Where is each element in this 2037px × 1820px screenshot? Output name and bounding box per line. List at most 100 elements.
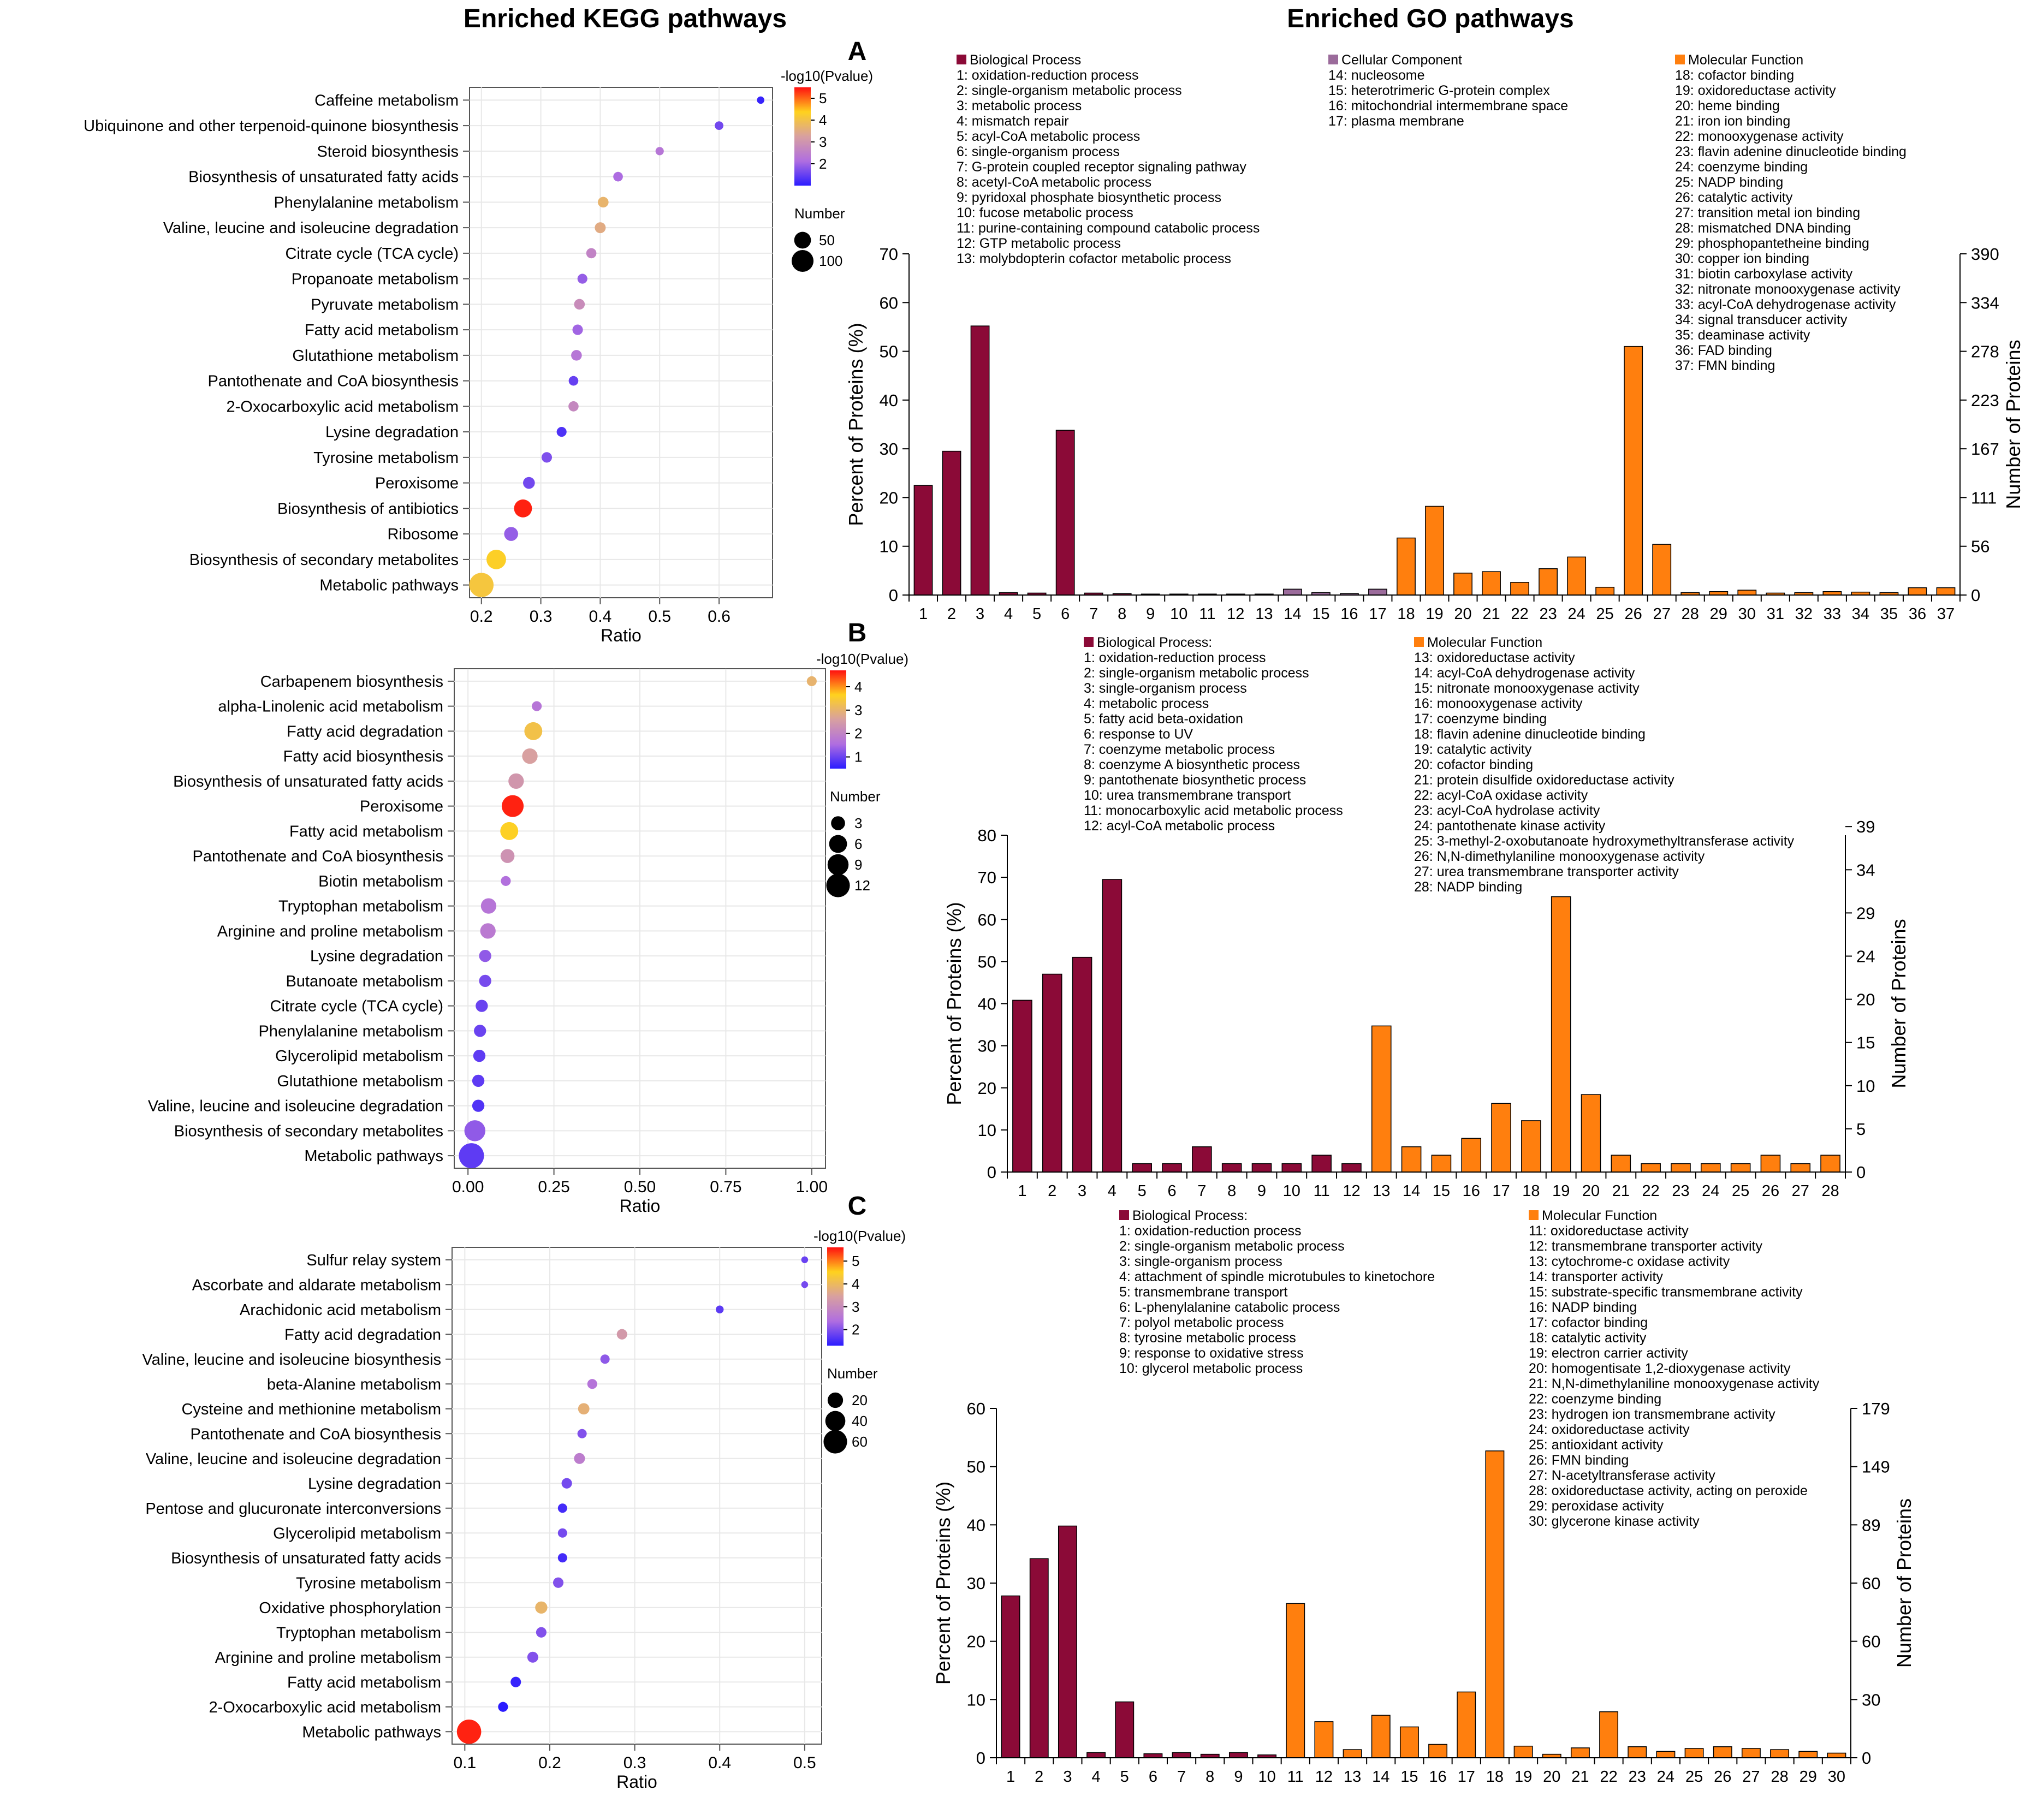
legend-item: 11: oxidoreductase activity — [1529, 1223, 1689, 1239]
pathway-label: Steroid biosynthesis — [317, 143, 459, 160]
y-tick-label: 10 — [978, 1121, 996, 1140]
x-tick-label: 29 — [1800, 1768, 1817, 1786]
go-bar — [1341, 1163, 1362, 1173]
go-bar — [1281, 1163, 1302, 1173]
pathway-label: Metabolic pathways — [302, 1723, 441, 1741]
y-tick-label: 30 — [967, 1574, 985, 1593]
pathway-label: Peroxisome — [375, 475, 459, 492]
legend-item: 6: single-organism process — [957, 144, 1120, 159]
x-tick-label: 13 — [1344, 1768, 1361, 1786]
pathway-label: Biosynthesis of secondary metabolites — [174, 1122, 443, 1140]
legend-item: 23: acyl-CoA hydrolase activity — [1414, 803, 1600, 818]
go-bar — [1401, 1146, 1422, 1173]
go-bar — [1570, 1747, 1590, 1758]
legend-item: 28: oxidoreductase activity, acting on p… — [1529, 1483, 1808, 1498]
pathway-label: Valine, leucine and isoleucine biosynthe… — [142, 1351, 441, 1369]
legend-item: 2: single-organism metabolic process — [1119, 1239, 1345, 1254]
right-y-tick-label: 223 — [1971, 391, 1999, 410]
y-tick-label: 20 — [880, 488, 898, 507]
x-tick-label: 11 — [1199, 605, 1215, 623]
bubble-point — [600, 1354, 610, 1364]
legend-item: 28: mismatched DNA binding — [1675, 221, 1851, 236]
x-tick-label: 0.3 — [623, 1754, 646, 1772]
go-bar — [1397, 537, 1416, 596]
x-tick-label: 31 — [1767, 605, 1784, 623]
legend-item: 26: N,N-dimethylaniline monooxygenase ac… — [1414, 849, 1705, 864]
legend-item: 14: transporter activity — [1529, 1269, 1663, 1284]
pathway-label: Metabolic pathways — [304, 1147, 443, 1165]
x-tick-label: 22 — [1511, 605, 1528, 623]
size-legend-label: 20 — [852, 1392, 868, 1408]
go-bar — [1827, 1752, 1846, 1758]
pathway-label: Phenylalanine metabolism — [258, 1022, 443, 1040]
legend-item: 19: catalytic activity — [1414, 742, 1532, 757]
right-y-tick-label: 111 — [1971, 488, 1997, 507]
right-y-tick-label: 149 — [1862, 1458, 1890, 1477]
x-tick-label: 25 — [1685, 1768, 1703, 1786]
x-tick-label: 33 — [1824, 605, 1841, 623]
go-bar — [1102, 879, 1123, 1173]
x-tick-label: 0.2 — [538, 1754, 561, 1772]
pathway-label: Pantothenate and CoA biosynthesis — [191, 1425, 442, 1443]
right-y-tick-label: 167 — [1971, 439, 1999, 459]
go-bar — [1513, 1745, 1533, 1758]
y-axis-label-left: Percent of Proteins (%) — [943, 902, 965, 1105]
go-bar — [1730, 1163, 1751, 1173]
x-tick-label: 17 — [1369, 605, 1386, 623]
pathway-label: Oxidative phosphorylation — [259, 1599, 441, 1617]
right-y-tick-label: 15 — [1856, 1033, 1875, 1052]
x-tick-label: 2 — [1035, 1768, 1043, 1786]
x-tick-label: 2 — [1048, 1182, 1056, 1200]
x-tick-label: 1 — [1018, 1182, 1026, 1200]
legend-title: Biological Process — [970, 52, 1081, 68]
right-y-tick-label: 390 — [1971, 245, 1999, 264]
right-y-tick-label: 89 — [1862, 1515, 1880, 1534]
legend-item: 25: NADP binding — [1675, 175, 1783, 190]
size-legend-label: 100 — [819, 253, 842, 269]
pathway-label: Sulfur relay system — [306, 1252, 441, 1269]
x-tick-label: 0.4 — [708, 1754, 731, 1772]
go-bar — [1042, 973, 1062, 1173]
x-tick-label: 30 — [1828, 1768, 1845, 1786]
x-tick-label: 19 — [1552, 1182, 1570, 1200]
x-axis-label: Ratio — [616, 1772, 657, 1792]
legend-item: 18: flavin adenine dinucleotide binding — [1414, 727, 1646, 742]
size-legend-bubble — [831, 816, 845, 830]
x-tick-label: 0.75 — [710, 1178, 741, 1196]
legend-item: 22: acyl-CoA oxidase activity — [1414, 788, 1588, 803]
x-tick-label: 11 — [1287, 1768, 1304, 1786]
go-bar — [1343, 1749, 1362, 1758]
x-tick-label: 15 — [1312, 605, 1329, 623]
y-axis-label-left: Percent of Proteins (%) — [845, 323, 867, 526]
go-bar — [1521, 1120, 1541, 1173]
x-tick-label: 21 — [1612, 1182, 1630, 1200]
right-y-tick-label: 39 — [1856, 817, 1875, 836]
x-tick-label: 8 — [1205, 1768, 1214, 1786]
right-y-tick-label: 20 — [1856, 990, 1875, 1009]
legend-item: 7: G-protein coupled receptor signaling … — [957, 159, 1246, 175]
go-bar — [1936, 587, 1956, 596]
legend-item: 10: glycerol metabolic process — [1119, 1361, 1303, 1376]
size-legend-title: Number — [827, 1365, 878, 1382]
x-tick-label: 9 — [1234, 1768, 1243, 1786]
pathway-label: Propanoate metabolism — [292, 271, 459, 288]
y-tick-label: 40 — [967, 1515, 985, 1534]
x-tick-label: 10 — [1258, 1768, 1275, 1786]
kegg-header: Enriched KEGG pathways — [464, 4, 787, 33]
go-bar — [1652, 544, 1672, 596]
bubble-point — [616, 1329, 627, 1340]
bubble-point — [480, 923, 496, 939]
legend-item: 21: protein disulfide oxidoreductase act… — [1414, 772, 1674, 788]
x-tick-label: 14 — [1403, 1182, 1420, 1200]
right-y-tick-label: 29 — [1856, 903, 1875, 923]
bubble-point — [500, 822, 519, 840]
bubble-point — [561, 1478, 572, 1489]
x-tick-label: 28 — [1682, 605, 1699, 623]
legend-item: 27: transition metal ion binding — [1675, 205, 1860, 221]
pathway-label: Metabolic pathways — [319, 577, 459, 594]
color-scale-label: 2 — [852, 1322, 859, 1338]
